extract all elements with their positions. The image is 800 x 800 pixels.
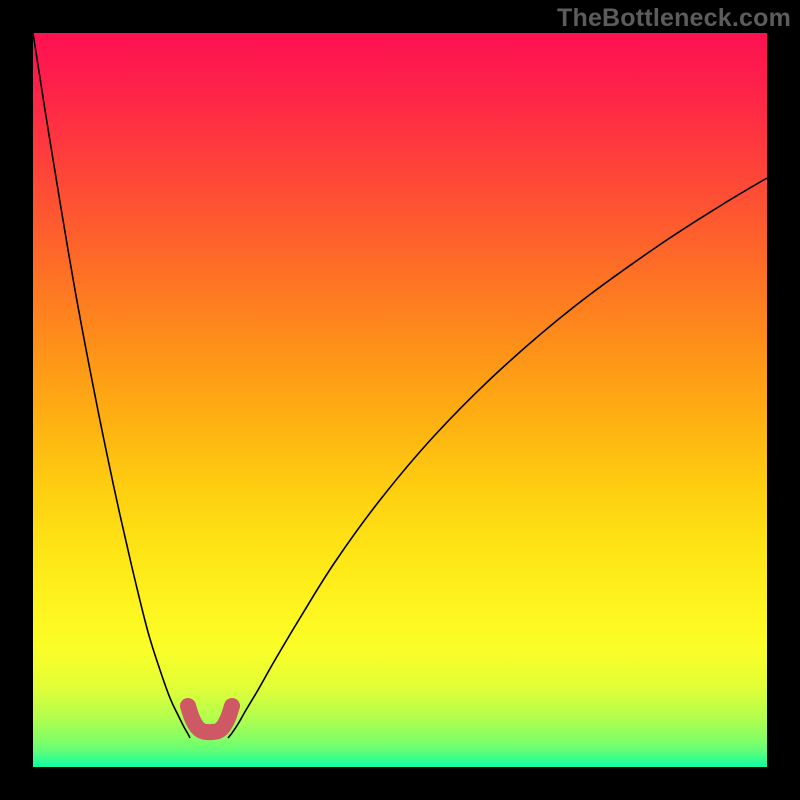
watermark-link[interactable]: TheBottleneck.com (557, 4, 791, 33)
chart-panel (33, 33, 767, 767)
gradient-background (33, 33, 767, 767)
frame: TheBottleneck.com (0, 0, 800, 800)
chart-svg (33, 33, 767, 767)
